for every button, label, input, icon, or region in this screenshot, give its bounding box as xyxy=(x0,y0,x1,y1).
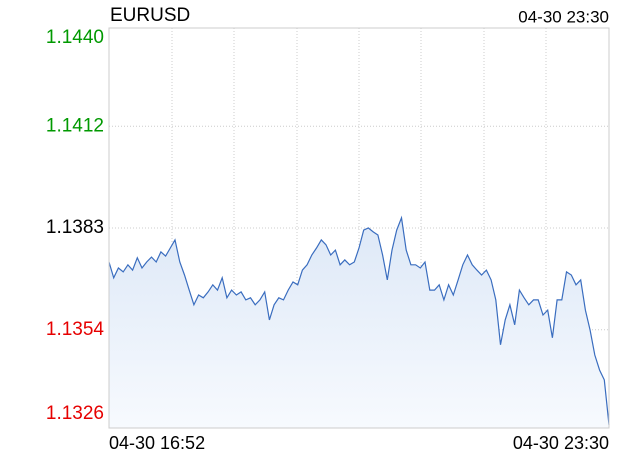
line xyxy=(108,215,610,425)
plot-frame xyxy=(108,27,610,429)
y-tick-label: 1.1383 xyxy=(46,217,104,238)
y-tick-label: 1.1412 xyxy=(46,115,104,136)
timestamp: 04-30 23:30 xyxy=(518,7,609,26)
area xyxy=(109,217,609,428)
y-tick-label: 1.1354 xyxy=(46,319,105,340)
y-tick-label: 1.1440 xyxy=(46,27,104,48)
x-tick-label: 04-30 23:30 xyxy=(513,433,609,453)
x-tick-label: 04-30 16:52 xyxy=(109,433,205,453)
y-tick-label: 1.1326 xyxy=(46,403,104,424)
chart-title: EURUSD xyxy=(110,5,190,26)
